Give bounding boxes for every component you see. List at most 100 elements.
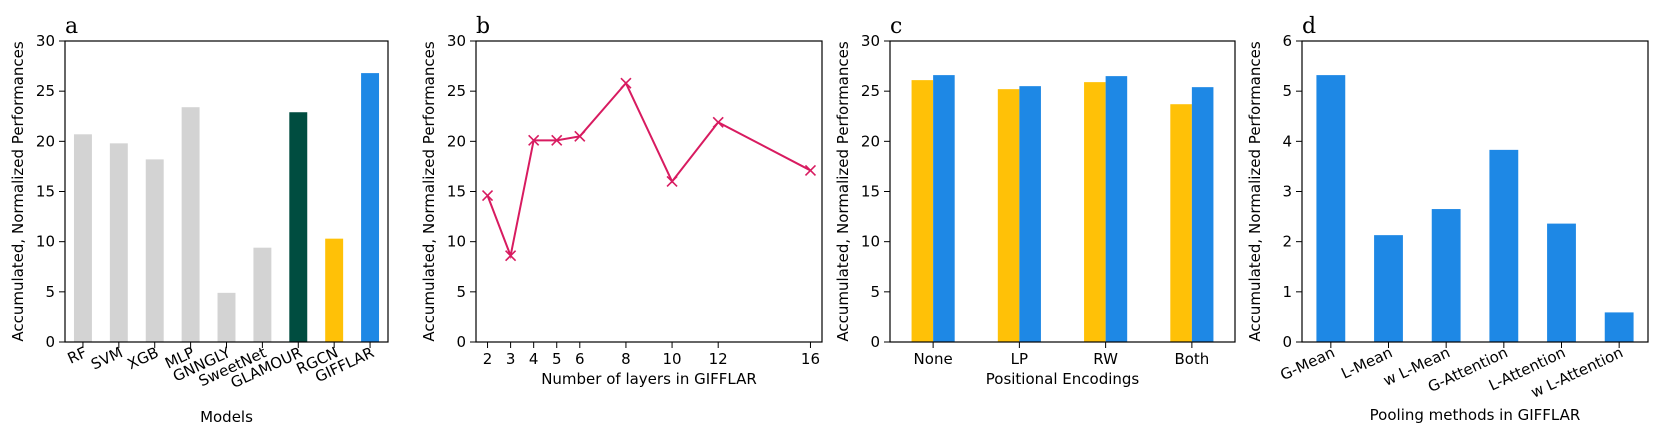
x-tick-label: None	[914, 350, 953, 368]
data-point	[804, 164, 817, 176]
x-axis-title: Pooling methods in GIFFLAR	[1370, 406, 1581, 424]
bar	[145, 159, 164, 342]
y-tick-label: 30	[36, 32, 55, 50]
panel-c: c 0 5 10 15 20 25 30 Accumulated, Normalized Per…	[834, 14, 1236, 388]
x-tick-label: 4	[529, 350, 539, 368]
bar	[253, 247, 272, 342]
x-tick-label: 10	[663, 350, 682, 368]
y-tick-label: 6	[1282, 32, 1292, 50]
x-tick-label: LP	[1011, 350, 1028, 368]
plot-frame	[1301, 40, 1649, 343]
y-tick-label: 10	[36, 233, 55, 251]
bar	[1105, 76, 1128, 342]
y-tick-label: 0	[45, 333, 55, 351]
y-tick-label: 0	[456, 333, 466, 351]
panel-label: c	[890, 14, 902, 39]
bar	[911, 80, 934, 342]
marker-stroke	[804, 164, 817, 176]
panel-a: a 0 5 10 15 20 25 30 Accumulated, Normalized Per…	[9, 14, 389, 426]
x-axis-title: Number of layers in GIFFLAR	[541, 370, 757, 388]
y-tick-label: 25	[447, 82, 466, 100]
y-tick-label: 20	[447, 132, 466, 150]
panel-label: b	[476, 14, 490, 39]
y-tick-label: 15	[36, 183, 55, 201]
bar	[1604, 312, 1634, 342]
bar	[361, 73, 380, 343]
marker-stroke	[666, 175, 678, 188]
y-tick-label: 5	[456, 283, 466, 301]
marker-stroke	[620, 77, 632, 89]
x-tick-label: Both	[1174, 350, 1209, 368]
y-tick-label: 25	[861, 82, 880, 100]
bar	[1489, 149, 1519, 342]
x-tick-label: 3	[506, 350, 516, 368]
bar	[1191, 87, 1214, 342]
x-tick-label: 6	[575, 350, 585, 368]
data-point	[574, 130, 586, 142]
bar	[73, 134, 92, 342]
x-tick-label: 16	[801, 350, 820, 368]
y-tick-label: 2	[1282, 233, 1292, 251]
y-axis-title: Accumulated, Normalized Performances	[420, 41, 438, 342]
x-tick-label: 2	[483, 350, 493, 368]
bar	[325, 238, 344, 342]
x-tick-label: RW	[1093, 350, 1118, 368]
bar	[217, 292, 236, 342]
panel-label: d	[1302, 14, 1316, 39]
panel-label: a	[65, 14, 78, 39]
bar	[1084, 82, 1106, 343]
y-axis-title: Accumulated, Normalized Performances	[1246, 41, 1264, 342]
x-tick-label: XGB	[125, 343, 162, 373]
data-point	[481, 189, 494, 202]
marker-stroke	[712, 116, 724, 128]
y-tick-label: 20	[36, 132, 55, 150]
bar	[181, 107, 200, 342]
marker-stroke	[551, 134, 563, 146]
y-tick-label: 15	[861, 183, 880, 201]
marker-stroke	[574, 130, 586, 142]
y-tick-label: 5	[45, 283, 55, 301]
y-tick-label: 15	[447, 183, 466, 201]
marker-stroke	[505, 250, 517, 262]
x-tick-label: 12	[709, 350, 728, 368]
data-point	[620, 77, 632, 89]
y-tick-label: 5	[1282, 82, 1292, 100]
marker-stroke	[528, 134, 540, 146]
y-tick-label: 3	[1282, 183, 1292, 201]
y-tick-label: 0	[870, 333, 880, 351]
x-axis-title: Models	[200, 408, 253, 426]
data-point	[505, 250, 517, 262]
data-point	[712, 116, 724, 128]
bar	[1170, 104, 1192, 343]
bar	[1316, 75, 1346, 342]
x-axis-title: Positional Encodings	[986, 370, 1140, 388]
y-axis-title: Accumulated, Normalized Performances	[834, 41, 852, 342]
y-tick-label: 20	[861, 132, 880, 150]
bar	[109, 143, 128, 342]
x-tick-label: 5	[552, 350, 562, 368]
y-tick-label: 25	[36, 82, 55, 100]
bar	[1374, 235, 1403, 342]
marker-stroke	[481, 189, 494, 202]
y-tick-label: 30	[447, 32, 466, 50]
y-tick-label: 10	[861, 233, 880, 251]
data-point	[666, 175, 678, 188]
x-tick-label: 8	[621, 350, 631, 368]
y-tick-label: 0	[1282, 333, 1292, 351]
data-point	[528, 134, 540, 146]
y-axis-title: Accumulated, Normalized Performances	[9, 41, 27, 342]
y-tick-label: 10	[447, 233, 466, 251]
y-tick-label: 30	[861, 32, 880, 50]
bar	[289, 112, 308, 342]
series-line	[486, 81, 811, 260]
y-tick-label: 4	[1282, 132, 1292, 150]
x-tick-label: SVM	[88, 343, 125, 373]
bar	[1431, 209, 1461, 342]
x-tick-label: RF	[65, 343, 90, 367]
y-tick-label: 1	[1282, 283, 1292, 301]
y-tick-label: 5	[870, 283, 880, 301]
bar	[1547, 223, 1576, 342]
bar	[933, 75, 955, 342]
